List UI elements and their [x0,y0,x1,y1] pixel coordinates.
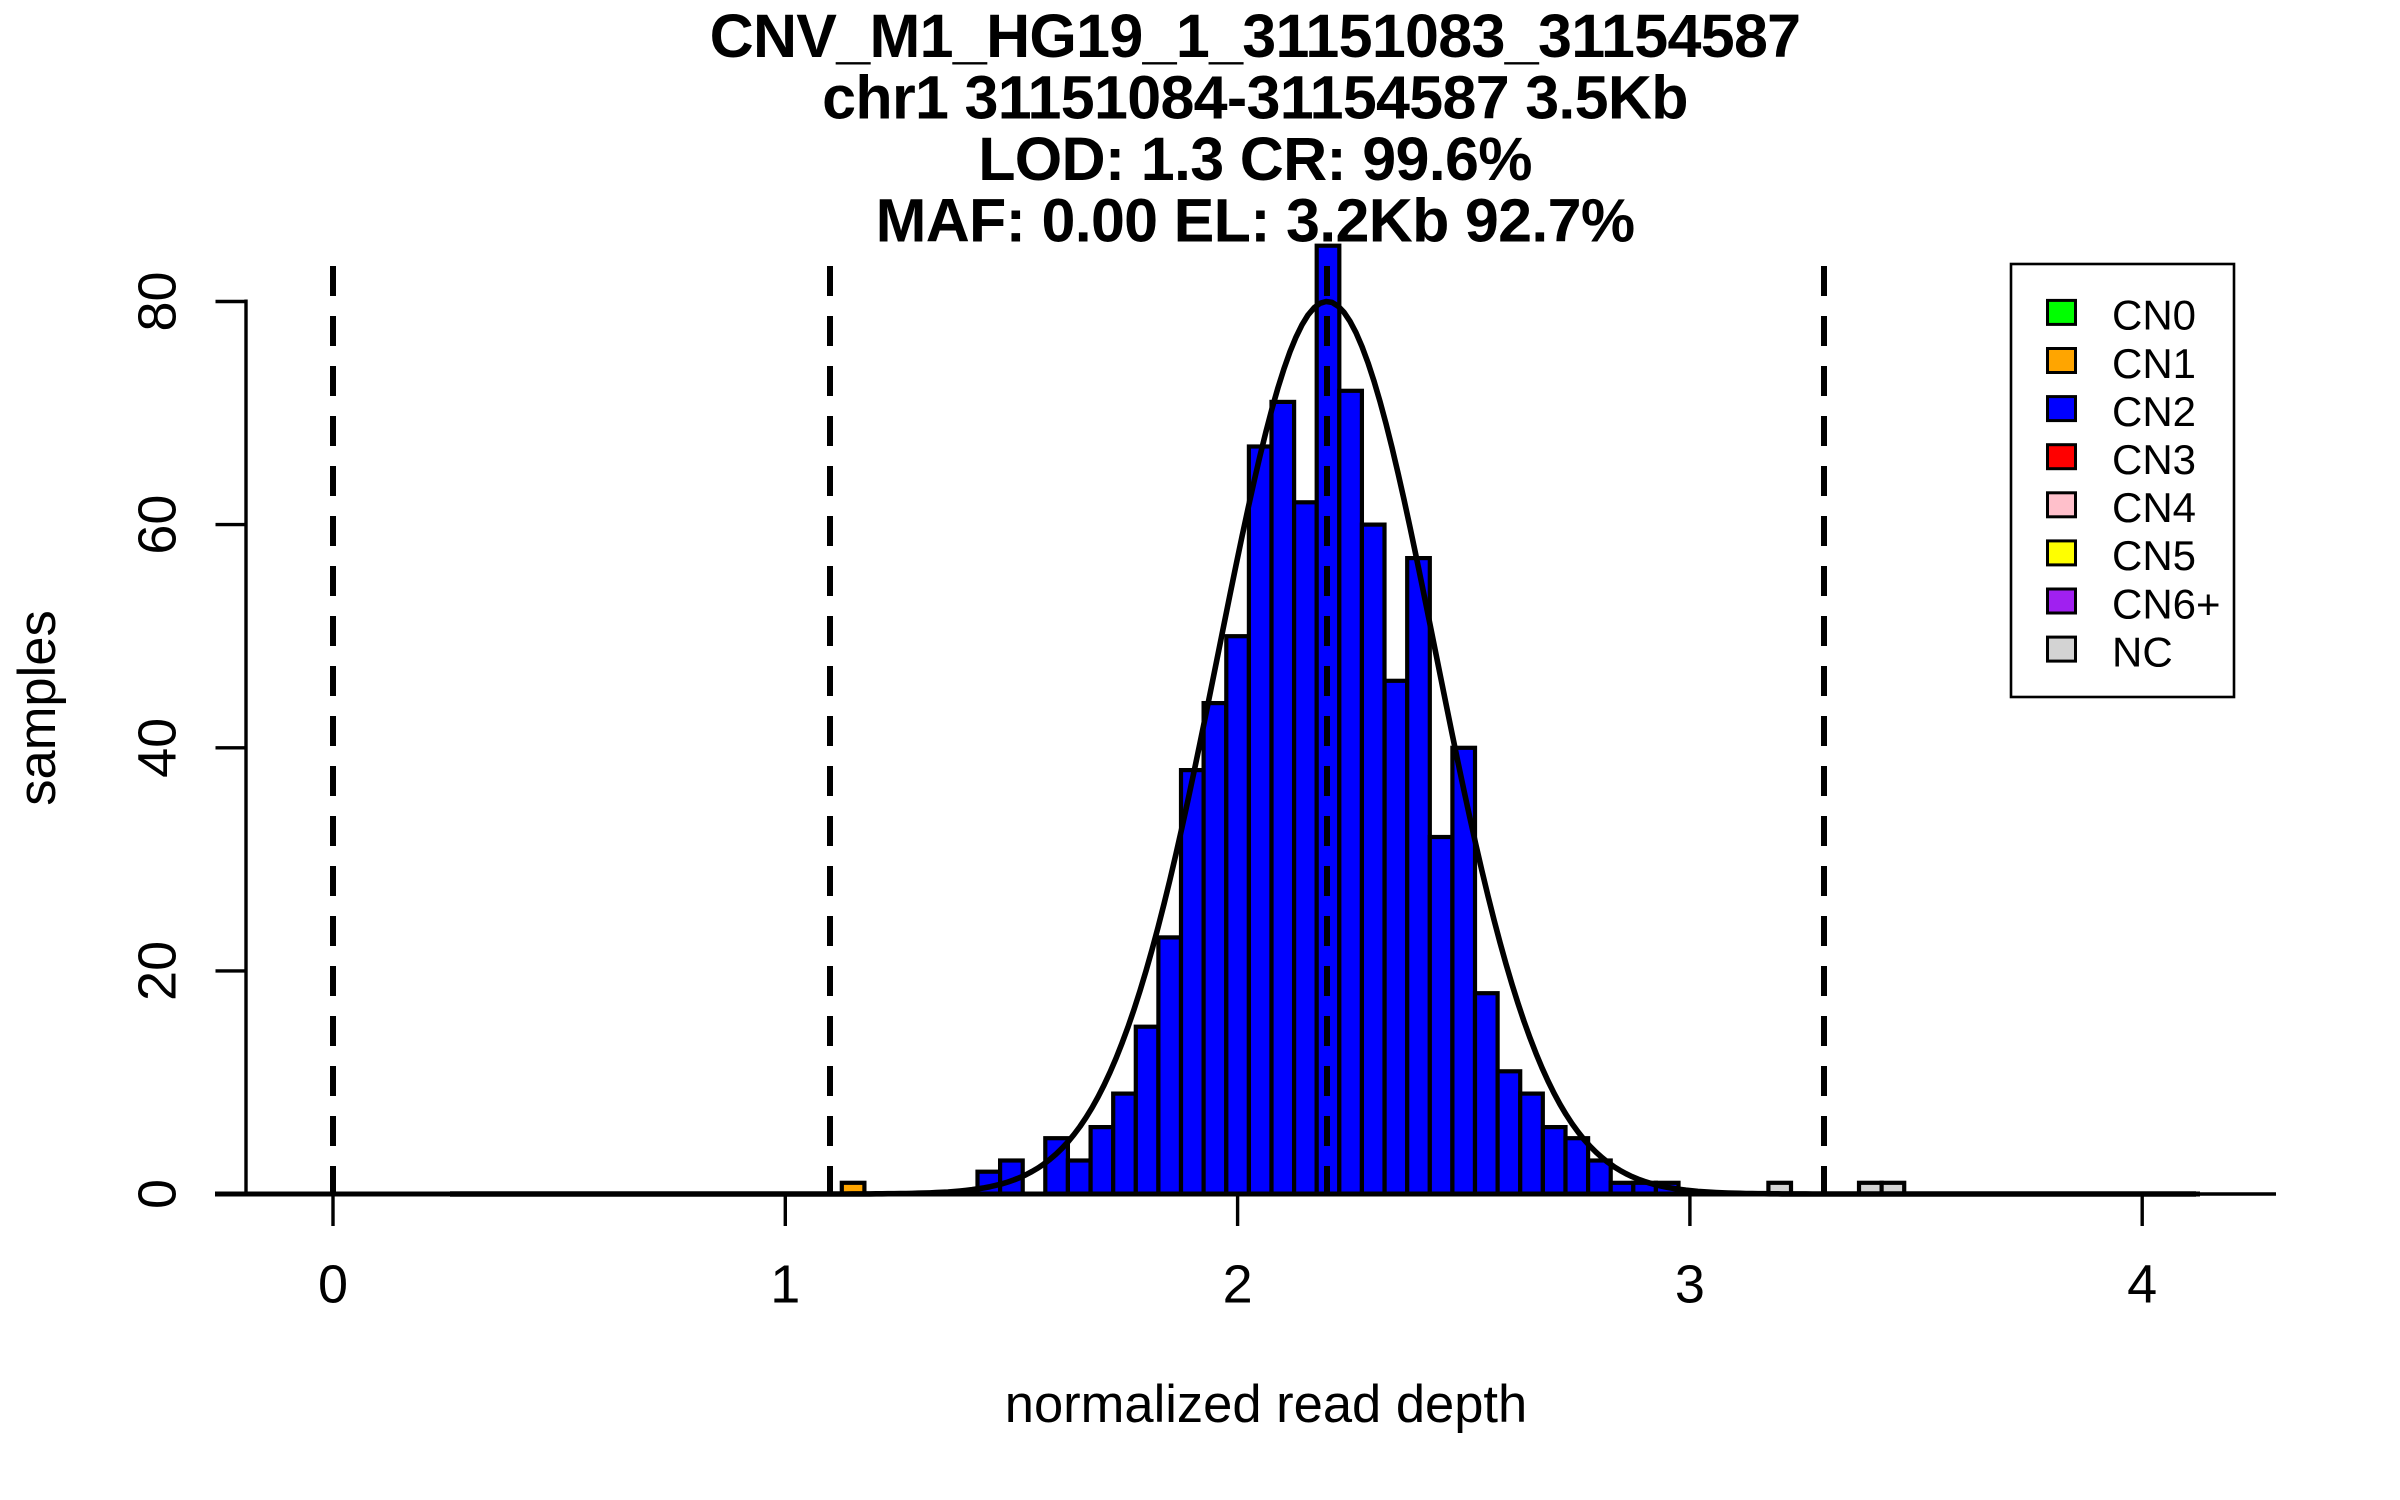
svg-text:2: 2 [1223,1255,1253,1315]
svg-text:CN4: CN4 [2112,484,2196,531]
svg-text:normalized read depth: normalized read depth [1005,1375,1527,1434]
svg-text:0: 0 [318,1255,348,1315]
svg-text:3: 3 [1675,1255,1705,1315]
svg-text:CN0: CN0 [2112,292,2196,339]
svg-text:80: 80 [128,271,188,331]
svg-text:CN3: CN3 [2112,436,2196,483]
svg-text:40: 40 [128,718,188,778]
svg-text:1: 1 [770,1255,800,1315]
svg-text:CN5: CN5 [2112,532,2196,579]
svg-text:NC: NC [2112,628,2173,675]
svg-text:samples: samples [8,610,67,806]
svg-text:60: 60 [128,495,188,555]
svg-text:CN2: CN2 [2112,388,2196,435]
svg-text:0: 0 [128,1179,188,1209]
svg-text:CN1: CN1 [2112,340,2196,387]
svg-text:MAF: 0.00 EL: 3.2Kb 92.7%: MAF: 0.00 EL: 3.2Kb 92.7% [876,187,1635,255]
svg-text:CNV_M1_HG19_1_31151083_3115458: CNV_M1_HG19_1_31151083_31154587 [710,2,1801,70]
svg-text:LOD: 1.3 CR: 99.6%: LOD: 1.3 CR: 99.6% [978,125,1532,193]
svg-text:20: 20 [128,941,188,1001]
svg-text:chr1 31151084-31154587 3.5Kb: chr1 31151084-31154587 3.5Kb [822,64,1688,132]
svg-text:4: 4 [2127,1255,2157,1315]
svg-text:CN6+: CN6+ [2112,580,2221,627]
